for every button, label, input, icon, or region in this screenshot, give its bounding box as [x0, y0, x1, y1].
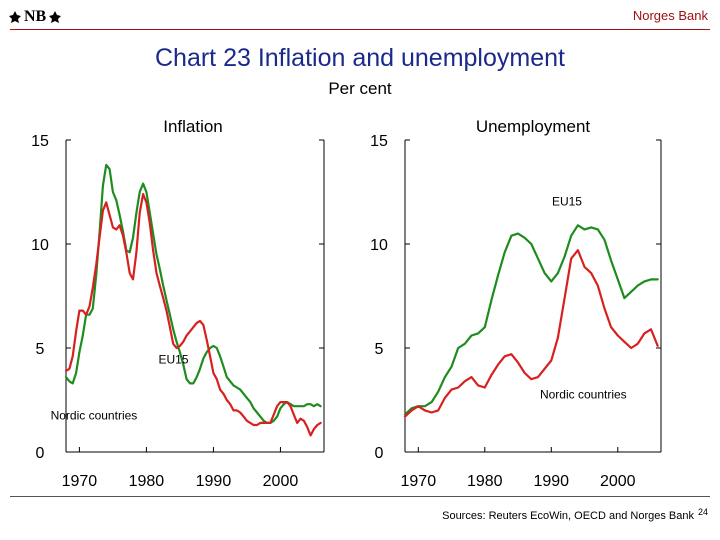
unemployment-panel: Unemployment 0 5 10 15 1970 1980 1990 2000 EU15 No…: [370, 117, 662, 490]
sources-note: Sources: Reuters EcoWin, OECD and Norges…: [442, 510, 694, 522]
brand-name: Norges Bank: [632, 8, 708, 23]
x-tick-label: 1970: [401, 473, 437, 490]
panel-title: Unemployment: [476, 117, 591, 136]
y-tick-label: 10: [370, 237, 388, 254]
x-tick-label: 1980: [467, 473, 503, 490]
logo-text: NB: [24, 8, 47, 25]
series-annotation: EU15: [158, 353, 188, 367]
y-tick-label: 0: [36, 445, 45, 462]
inflation-panel: Inflation 0 5 10 15 1970 1980 1990 2000 EU15 Nordi…: [31, 117, 325, 490]
y-tick-label: 15: [31, 133, 49, 150]
x-tick-label: 1990: [196, 473, 232, 490]
series-line-nordic: [403, 249, 659, 418]
series-line-eu15: [64, 163, 322, 424]
series-line-nordic: [64, 193, 322, 437]
chart-title: Chart 23 Inflation and unemployment: [155, 44, 565, 72]
series-annotation: Nordic countries: [540, 388, 627, 402]
x-tick-label: 1980: [129, 473, 165, 490]
y-tick-label: 5: [375, 341, 384, 358]
x-tick-label: 2000: [263, 473, 299, 490]
panel-title: Inflation: [163, 117, 223, 136]
x-tick-label: 1990: [533, 473, 569, 490]
footer-divider: [10, 496, 710, 497]
x-tick-label: 2000: [600, 473, 636, 490]
y-tick-label: 10: [31, 237, 49, 254]
chart-subtitle: Per cent: [328, 79, 392, 98]
norges-bank-logo: NB: [8, 5, 62, 29]
y-tick-label: 15: [370, 133, 388, 150]
series-annotation: EU15: [552, 195, 582, 209]
series-annotation: Nordic countries: [51, 408, 138, 422]
y-tick-label: 0: [375, 445, 384, 462]
header-divider: [10, 29, 710, 30]
x-tick-label: 1970: [62, 473, 98, 490]
y-tick-label: 5: [36, 341, 45, 358]
lion-crest-right-icon: [49, 11, 62, 23]
page-number: 24: [697, 507, 708, 517]
series-line-eu15: [403, 224, 659, 416]
lion-crest-left-icon: [9, 11, 21, 23]
